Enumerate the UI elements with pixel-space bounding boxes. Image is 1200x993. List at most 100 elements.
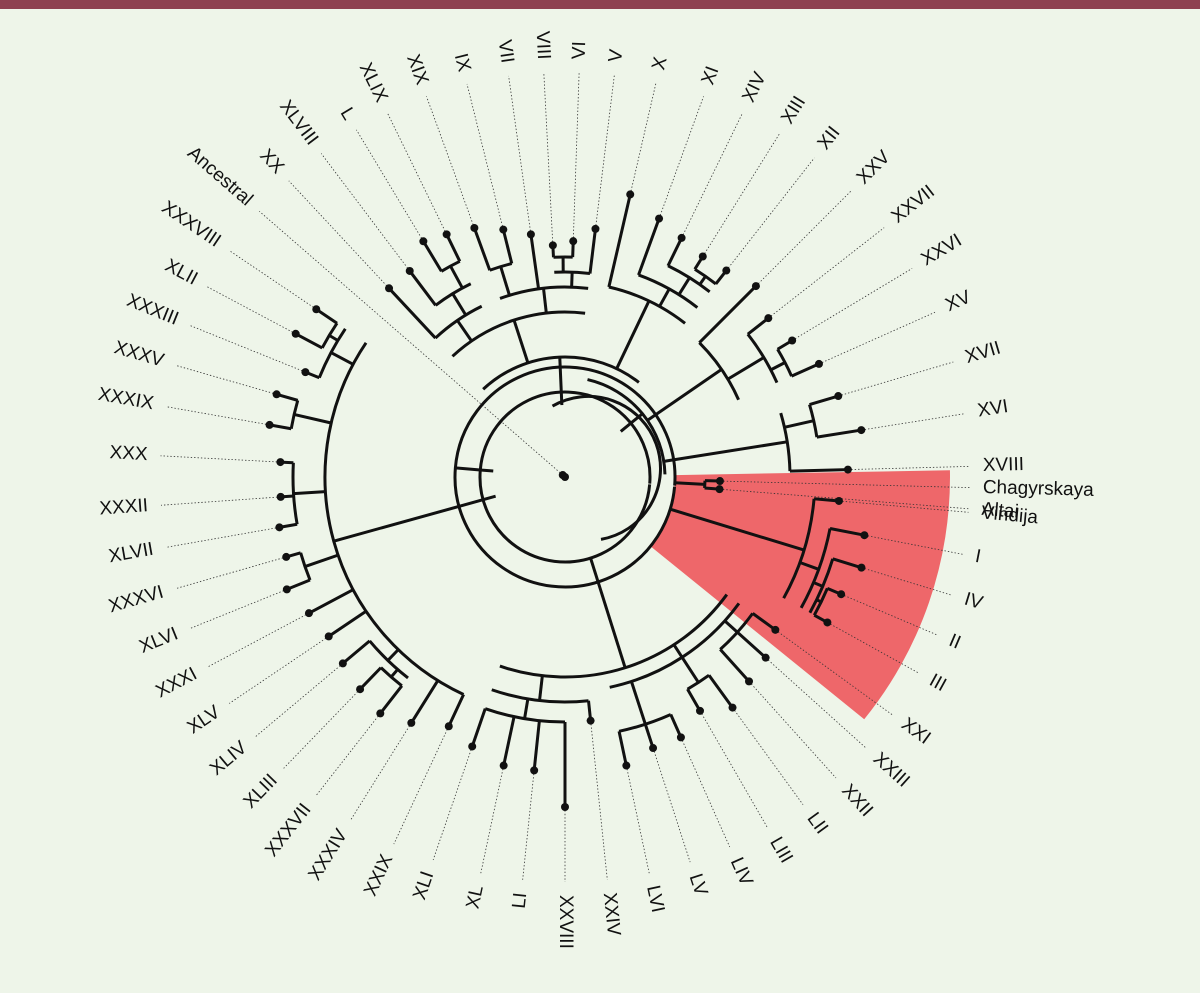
leader-line xyxy=(818,311,936,365)
clade-branch xyxy=(658,288,671,308)
tip-marker xyxy=(272,390,281,399)
leader-line xyxy=(356,129,424,242)
tip-marker xyxy=(591,224,600,233)
clade-branch xyxy=(456,319,473,342)
leader-line xyxy=(847,465,970,470)
leader-line xyxy=(466,83,504,230)
leaf-label: LVI xyxy=(642,884,668,915)
leaf-label: X xyxy=(648,55,671,72)
tip-marker xyxy=(499,761,508,770)
tip-marker xyxy=(561,803,569,811)
leader-line xyxy=(748,681,837,779)
clade-arc xyxy=(499,593,729,679)
leaf-label: XLII xyxy=(161,255,201,289)
tip-marker xyxy=(526,230,535,239)
leaf-label: XXV xyxy=(853,147,895,189)
tip-marker xyxy=(676,733,685,742)
leaf-label: XLV xyxy=(184,701,225,738)
leader-line xyxy=(283,688,361,769)
leader-line xyxy=(681,112,743,239)
clade-branch xyxy=(333,494,497,543)
leader-line xyxy=(719,488,969,510)
tip-marker xyxy=(622,761,631,770)
highlight-wedge-layer xyxy=(650,470,950,720)
leader-line xyxy=(755,190,852,287)
tip-marker xyxy=(385,284,394,293)
leaf-label: XXXV xyxy=(112,337,167,371)
leaf-branch xyxy=(669,713,683,738)
clade-branch xyxy=(330,351,354,366)
leader-line xyxy=(765,657,867,749)
tip-marker xyxy=(282,552,291,561)
leaf-label: XLIV xyxy=(206,737,251,780)
clade-branch xyxy=(304,553,339,568)
clade-branch xyxy=(698,275,707,286)
leader-line xyxy=(680,737,731,848)
leader-line xyxy=(288,180,390,289)
leaf-label: LIV xyxy=(726,854,757,889)
clade-branch xyxy=(816,598,822,604)
leaf-label: Chagyrskaya xyxy=(983,477,1095,501)
leaf-branch xyxy=(286,578,311,591)
leader-line xyxy=(658,96,704,219)
leaf-branch xyxy=(294,332,323,350)
tip-marker xyxy=(843,465,852,474)
leader-line xyxy=(840,593,938,636)
leaf-label: XVII xyxy=(963,338,1003,368)
leaf-branch xyxy=(637,218,661,276)
leader-line xyxy=(652,747,691,863)
leaf-label: XIX xyxy=(402,52,432,88)
tip-marker xyxy=(722,266,731,275)
leader-line xyxy=(838,500,969,513)
clade-branch xyxy=(680,656,700,684)
leader-line xyxy=(315,713,381,797)
leaf-label: IV xyxy=(962,589,986,614)
root-arc xyxy=(551,395,662,541)
leader-line xyxy=(350,722,412,821)
leaf-branch xyxy=(387,287,437,340)
leaf-label: XXIII xyxy=(869,749,914,792)
leader-line xyxy=(229,636,329,704)
leaf-label: XXX xyxy=(109,442,148,465)
clade-branch xyxy=(386,648,400,662)
leader-line xyxy=(387,112,447,235)
tip-marker xyxy=(745,677,754,686)
clade-branch xyxy=(451,292,468,316)
leader-line xyxy=(572,72,580,242)
leader-line xyxy=(590,720,608,880)
leaf-label: XII xyxy=(814,123,845,154)
leader-line xyxy=(595,74,615,229)
leaf-branch xyxy=(607,194,632,288)
leaf-branch xyxy=(816,428,862,439)
tip-marker xyxy=(788,336,797,345)
tip-marker xyxy=(405,266,414,275)
leader-line xyxy=(480,765,505,874)
leader-line xyxy=(861,567,953,596)
clade-branch xyxy=(293,490,326,496)
tip-marker xyxy=(696,706,704,715)
leaf-branch xyxy=(472,227,492,271)
clade-branch xyxy=(784,419,815,429)
leaf-label: XXXVII xyxy=(261,800,315,861)
leaf-label: XX xyxy=(255,145,288,178)
leader-line xyxy=(426,96,475,229)
tip-marker xyxy=(470,223,479,232)
leaf-label: XIV xyxy=(738,69,770,106)
leader-line xyxy=(432,746,473,861)
clade-branch xyxy=(812,581,824,588)
leader-line xyxy=(207,612,310,668)
tip-marker xyxy=(761,653,770,662)
leader-line xyxy=(861,413,966,431)
leader-line xyxy=(838,361,954,397)
leaf-label: LV xyxy=(685,871,712,899)
clade-branch xyxy=(727,356,765,381)
leaf-label: XV xyxy=(942,287,974,317)
leader-line xyxy=(775,629,893,716)
leader-line xyxy=(702,133,780,257)
leaf-label: LII xyxy=(803,809,832,838)
leaf-label: LI xyxy=(509,892,532,910)
tip-marker xyxy=(291,329,300,338)
clade-branch xyxy=(630,681,647,725)
leader-line xyxy=(254,663,344,738)
leaf-branch xyxy=(445,233,462,262)
